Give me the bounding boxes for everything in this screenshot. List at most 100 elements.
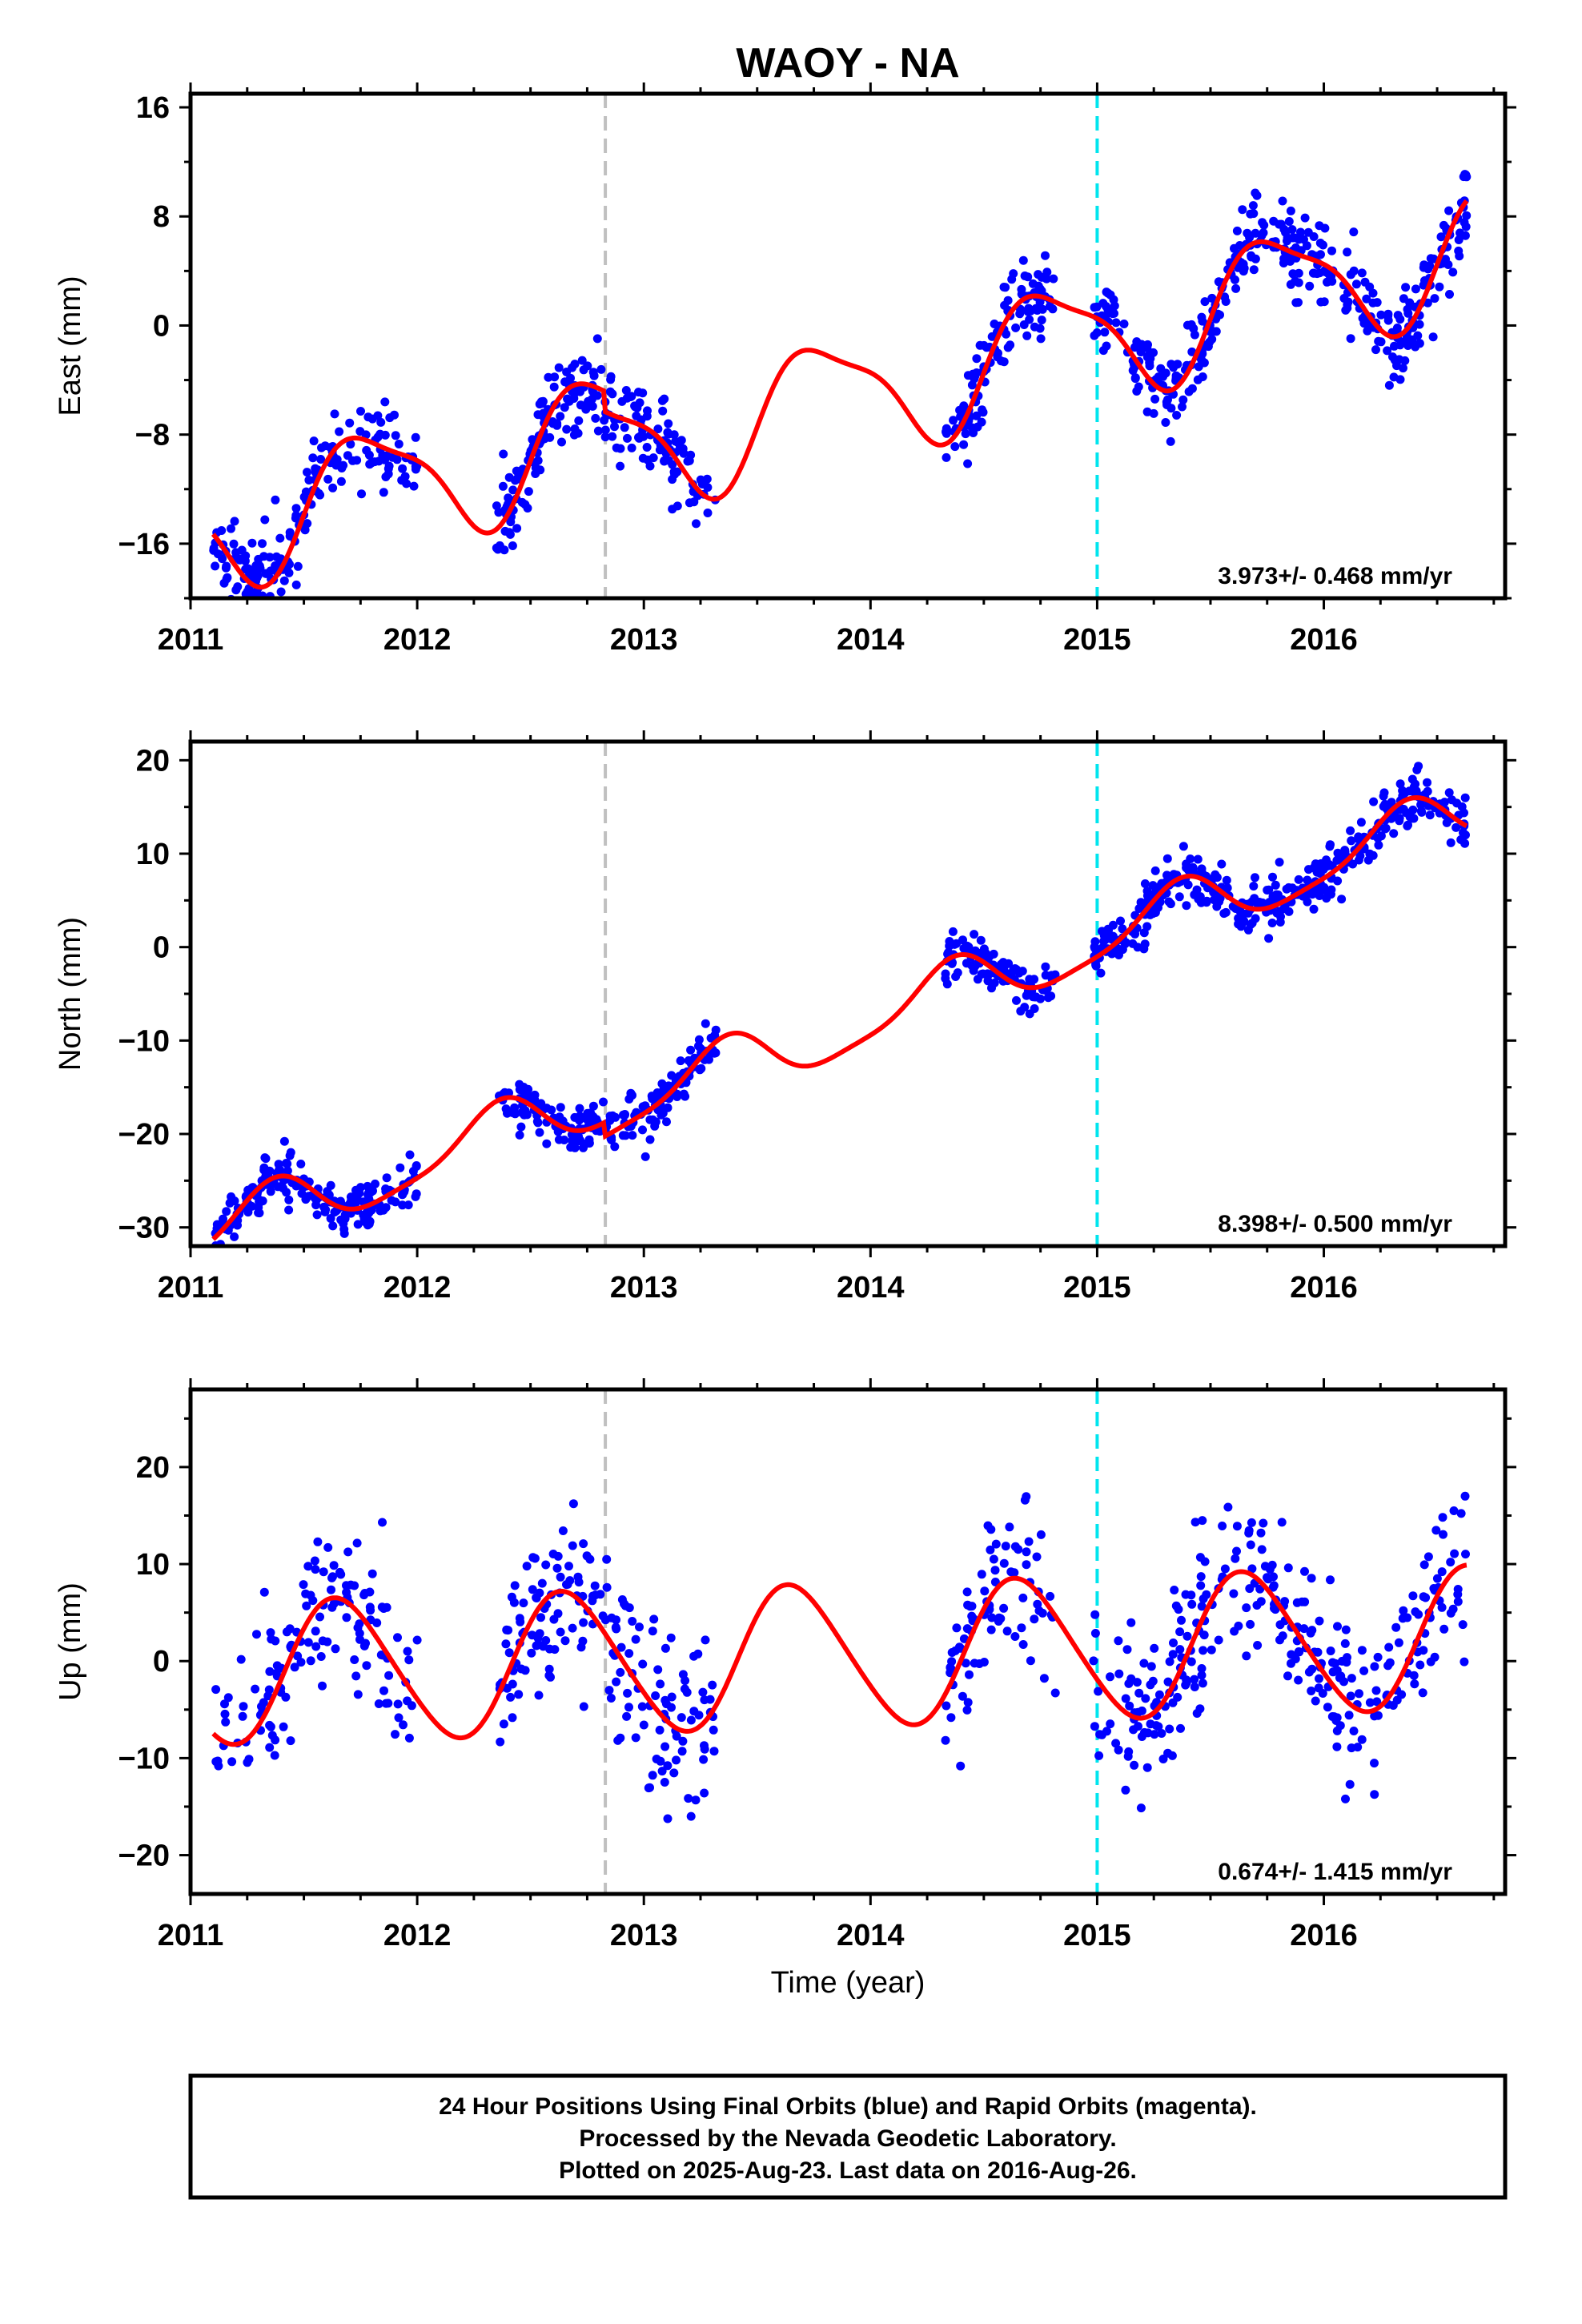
data-point [222,574,231,584]
data-point [1148,1676,1158,1686]
data-point [377,1602,387,1612]
data-point [1297,1597,1307,1606]
x-tick-label: 2011 [158,1271,223,1305]
data-point [1323,1703,1332,1712]
data-point [1347,1674,1356,1683]
data-point [635,1622,644,1632]
data-point [1322,855,1331,865]
data-point [1197,312,1207,322]
data-point [1220,292,1230,302]
data-point [1165,1724,1174,1734]
data-point [1460,838,1470,848]
data-point [1376,337,1386,347]
data-point [663,428,673,437]
data-point [508,541,517,550]
data-point [1050,1688,1060,1698]
data-point [1259,1518,1268,1528]
data-point [293,1651,303,1661]
data-point [1175,1645,1185,1655]
data-point [1294,1675,1303,1685]
data-point [617,396,627,406]
data-point [1166,899,1175,909]
data-point [1409,1671,1419,1680]
data-point [549,382,559,392]
data-point [1036,1530,1046,1539]
data-point [259,1587,269,1597]
data-point [990,320,999,328]
data-point [1443,260,1453,269]
data-point [382,1173,391,1183]
data-point [989,949,998,959]
data-point [686,1045,696,1055]
data-point [568,1623,577,1633]
data-point [384,1671,394,1680]
data-point [942,452,951,462]
data-point [373,432,383,442]
data-point [619,1110,628,1120]
data-point [1335,852,1343,861]
data-point [560,1136,569,1144]
data-point [412,1635,422,1645]
data-point [1357,1646,1367,1655]
data-point [355,427,365,436]
data-point [1162,854,1172,863]
data-point [1309,904,1319,914]
data-point [667,1703,676,1712]
data-point [352,456,362,465]
data-point [364,1219,374,1228]
data-point [1191,1518,1200,1527]
data-point [628,1617,637,1626]
data-point [1278,1631,1287,1641]
data-point [1296,227,1305,237]
data-point [600,1615,610,1625]
data-point [218,1252,227,1261]
data-point [596,364,606,374]
data-point [1037,316,1046,325]
data-point [259,628,268,637]
data-point [260,515,270,525]
data-point [964,943,974,951]
data-point [239,1702,248,1711]
data-point [1307,1687,1316,1695]
data-point [1411,284,1420,294]
data-point [958,1691,967,1701]
data-point [599,1097,608,1107]
data-point [291,504,301,513]
data-point [946,1713,956,1723]
data-point [584,396,593,406]
data-point [686,1811,696,1821]
data-point [1362,294,1371,304]
data-point [1251,873,1259,883]
data-point [1399,294,1408,304]
data-point [1326,1575,1335,1585]
data-point [1034,270,1043,279]
data-point [1148,881,1158,891]
data-point [1294,268,1303,278]
data-point [1132,337,1142,347]
y-tick-label: −16 [118,528,170,561]
data-point [273,1182,283,1192]
data-point [962,1705,972,1715]
data-point [1400,356,1410,365]
data-point [1461,1550,1470,1559]
data-point [686,450,696,460]
data-point [343,1547,353,1557]
data-point [1190,1683,1199,1691]
data-point [1238,205,1247,215]
data-point [336,1570,346,1579]
data-point [1168,1698,1178,1707]
data-point [251,613,260,621]
data-point [1048,304,1058,314]
data-point [1256,1528,1266,1538]
data-point [378,1518,387,1527]
y-tick-label: −10 [118,1024,170,1058]
data-point [312,1210,322,1220]
data-point [608,432,617,441]
scatter-series [211,762,1470,1261]
data-point [1416,806,1426,816]
data-point [972,411,982,420]
data-point [1449,1506,1459,1515]
data-point [677,1747,687,1756]
data-point [1124,1679,1134,1688]
data-point [1106,1719,1115,1729]
